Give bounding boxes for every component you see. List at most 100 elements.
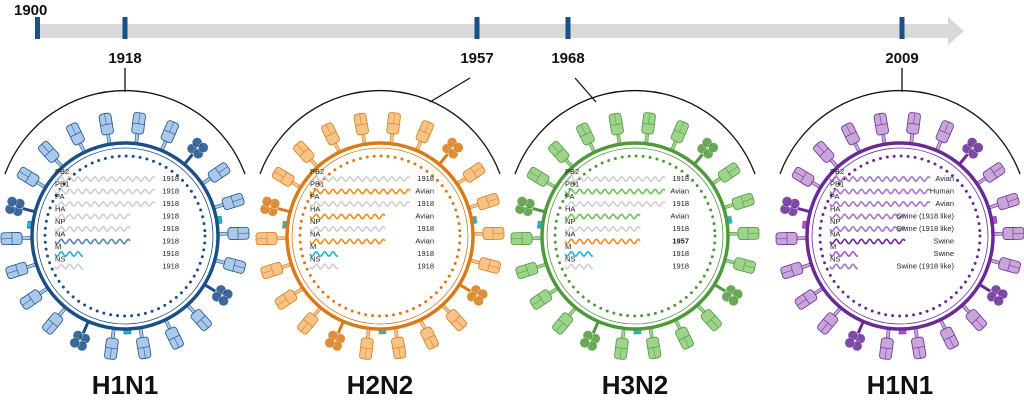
subtype-label: H2N2 [347,370,413,400]
segment-origin: Avian [670,187,689,196]
gene-label-ha: HA [310,205,320,214]
gene-label-pa: PA [830,192,839,201]
virus-panels: PB2 1918 PB1 1918 PA 1918 HA 1918 NP 1918 NA 1918 M 1… [1,91,1024,400]
segment-origin: 1918 [417,174,434,183]
segment-origin: 1918 [162,249,179,258]
hemagglutinin-spike-icon [609,113,626,147]
segment-origin: Avian [935,199,954,208]
gene-label-ns: NS [565,255,575,264]
gene-label-na: NA [310,230,320,239]
hemagglutinin-spike-icon [905,112,921,145]
hemagglutinin-spike-icon [992,227,1024,240]
gene-label-pb1: PB1 [310,180,324,189]
timeline-tick-2009 [900,17,905,39]
timeline-connector [575,78,596,102]
gene-label-pa: PA [55,192,64,201]
timeline-year-label: 1918 [108,50,141,67]
segment-origin: 1918 [417,249,434,258]
hemagglutinin-spike-icon [217,227,249,240]
hemagglutinin-spike-icon [256,232,288,245]
gene-label-pb2: PB2 [830,167,844,176]
subtype-label: H3N2 [602,370,668,400]
timeline-tick-1900 [35,17,40,39]
segment-origin: 1957 [672,237,689,246]
gene-label-ha: HA [830,205,840,214]
hemagglutinin-spike-icon [99,113,116,147]
segment-origin: Avian [935,174,954,183]
segment-origin: Swine [934,249,954,258]
segment-origin: Swine (1918 like) [896,212,954,221]
segment-origin: Swine [934,237,954,246]
gene-label-na: NA [55,230,65,239]
gene-label-pa: PA [310,192,319,201]
hemagglutinin-spike-icon [879,327,895,360]
timeline-year-label: 1968 [551,50,584,67]
hemagglutinin-spike-icon [874,113,891,147]
gene-label-pb2: PB2 [310,167,324,176]
gene-label-m: M [830,242,836,251]
gene-label-np: NP [55,217,65,226]
gene-label-np: NP [310,217,320,226]
gene-label-m: M [55,242,61,251]
segment-origin: 1918 [162,262,179,271]
hemagglutinin-spike-icon [212,254,246,274]
segment-origin: Swine (1918 like) [896,224,954,233]
hemagglutinin-spike-icon [640,112,656,145]
timeline-start-label: 1900 [14,2,47,19]
timeline: 1900 [14,2,964,45]
hemagglutinin-spike-icon [354,113,371,147]
segment-origin: 1918 [162,212,179,221]
hemagglutinin-spike-icon [722,254,756,274]
virus-h2n2-1957: PB21918PB1AvianPA1918HAAvianNP1918NAAvia… [256,91,504,400]
hemagglutinin-spike-icon [134,326,151,360]
hemagglutinin-spike-icon [389,326,406,360]
segment-origin: Avian [670,212,689,221]
hemagglutinin-spike-icon [511,232,543,245]
hemagglutinin-spike-icon [472,227,504,240]
gene-label-ns: NS [55,255,65,264]
gene-label-ha: HA [55,205,65,214]
hemagglutinin-spike-icon [644,326,661,360]
segment-origin: Avian [415,237,434,246]
segment-origin: 1918 [417,262,434,271]
segment-origin: Swine (1918 like) [896,262,954,271]
segment-origin: 1918 [162,224,179,233]
gene-label-pa: PA [565,192,574,201]
hemagglutinin-spike-icon [727,227,759,240]
hemagglutinin-spike-icon [359,327,375,360]
timeline-year-label: 2009 [885,50,918,67]
gene-label-pb2: PB2 [565,167,579,176]
segment-origin: 1918 [417,224,434,233]
gene-label-ns: NS [830,255,840,264]
subtype-label: H1N1 [92,370,158,400]
gene-label-np: NP [565,217,575,226]
virus-h1n1-1918: PB21918PB11918PA1918HA1918NP1918NA1918M1… [1,91,249,400]
hemagglutinin-spike-icon [104,327,120,360]
segment-origin: 1918 [672,174,689,183]
segment-origin: Avian [415,212,434,221]
hemagglutinin-spike-icon [467,254,501,274]
segment-origin: Human [930,187,954,196]
gene-label-na: NA [565,230,575,239]
segment-origin: 1918 [672,224,689,233]
segment-origin: 1918 [672,262,689,271]
segment-origin: 1918 [417,199,434,208]
timeline-tick-1957 [475,17,480,39]
segment-origin: 1918 [672,249,689,258]
hemagglutinin-spike-icon [385,112,401,145]
timeline-year-label: 1957 [460,50,493,67]
virus-h1n1-2009: PB2 Avian PB1 Human PA Avian HA Swine (1918 lik… [776,91,1024,400]
gene-label-pb1: PB1 [565,180,579,189]
timeline-arrow [36,17,964,45]
timeline-tick-1968 [566,17,571,39]
subtype-label: H1N1 [867,370,933,400]
hemagglutinin-spike-icon [130,112,146,145]
gene-label-np: NP [830,217,840,226]
segment-origin: 1918 [162,187,179,196]
gene-label-m: M [310,242,316,251]
gene-label-pb1: PB1 [830,180,844,189]
segment-origin: 1918 [672,199,689,208]
gene-label-pb2: PB2 [55,167,69,176]
hemagglutinin-spike-icon [909,326,926,360]
